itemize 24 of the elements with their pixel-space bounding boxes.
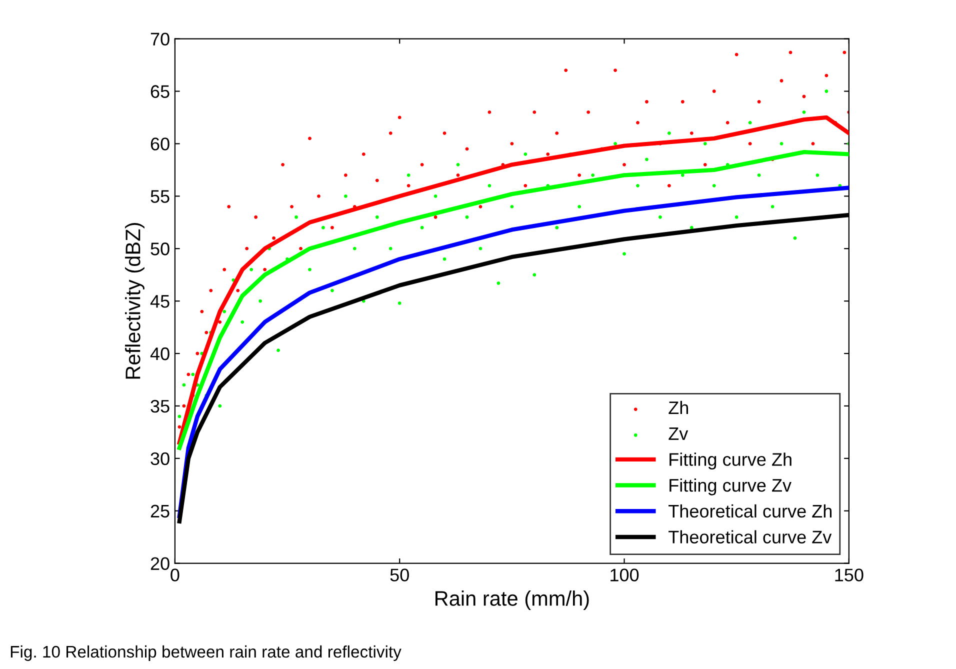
y-tick-label: 65 [150, 85, 170, 98]
y-tick-label: 45 [150, 295, 170, 308]
legend-label: Zh [668, 400, 688, 414]
caption: Fig. 10 Relationship between rain rate and reflectivity [10, 645, 402, 661]
y-tick-label: 25 [150, 504, 170, 518]
y-axis-title: Reflectivity (dBZ) [125, 223, 144, 379]
legend-label: Theoretical curve Zv [668, 530, 832, 544]
x-tick-label: 100 [610, 568, 639, 582]
y-tick-label: 40 [150, 347, 170, 360]
legend-label: Zv [668, 427, 688, 440]
x-tick-label: 150 [835, 568, 864, 582]
y-tick-label: 35 [150, 400, 170, 413]
y-tick-label: 60 [150, 138, 170, 150]
y-tick-label: 50 [150, 242, 170, 256]
x-tick-label: 0 [170, 568, 180, 582]
y-tick-label: 30 [150, 452, 170, 466]
legend-label: Theoretical curve Zh [668, 504, 832, 518]
y-tick-label: 70 [150, 32, 170, 46]
y-tick-label: 20 [150, 557, 170, 570]
x-tick-label: 50 [390, 568, 409, 582]
legend-label: Fitting curve Zv [670, 478, 792, 496]
x-axis-title: Rain rate (mm/h) [436, 590, 589, 610]
legend-label: Fitting curve Zh [670, 452, 792, 470]
y-tick-label: 55 [150, 190, 170, 203]
